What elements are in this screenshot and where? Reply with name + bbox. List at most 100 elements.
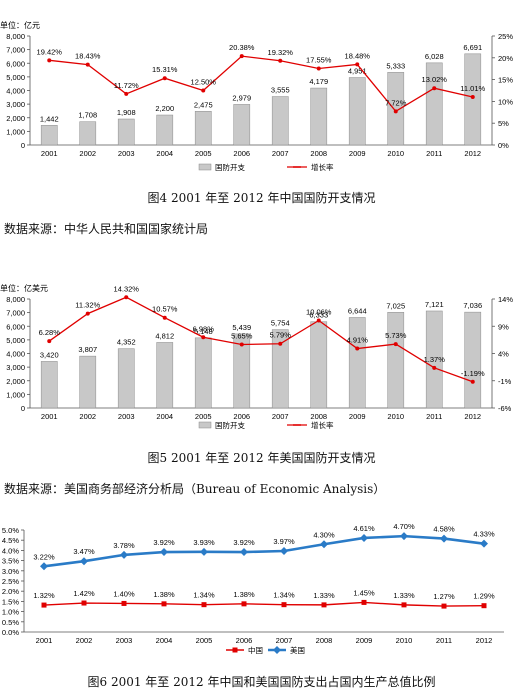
us-defense-chart: 单位：亿美元 0 1,000 2,000 3,000 4,000 5,000 6,000 7,0…: [0, 283, 513, 430]
unit-label: 单位：亿元: [0, 20, 40, 30]
bar: [194, 337, 212, 409]
y-tick-label: 2,000: [6, 377, 25, 386]
x-tick-label: 2001: [41, 149, 58, 158]
x-tick-label: 2012: [464, 149, 481, 158]
x-tick-label: 2001: [41, 412, 58, 421]
y-tick-label: 0.0%: [2, 628, 19, 637]
y-tick-label: 4,000: [6, 350, 25, 359]
growth-rate-point: [355, 346, 360, 351]
series-point-usa: [120, 550, 128, 559]
growth-rate-label: 6.98%: [193, 324, 215, 333]
bar: [348, 317, 366, 409]
bar-value-label: 5,754: [271, 319, 290, 328]
growth-rate-point: [432, 365, 437, 370]
bar: [387, 72, 405, 146]
growth-rate-point: [316, 66, 321, 71]
growth-rate-point: [201, 88, 206, 93]
x-tick-label: 2005: [195, 412, 212, 421]
x-tick-label: 2004: [156, 412, 173, 421]
y2-tick-label: 20%: [498, 54, 513, 63]
series-value-label: 1.33%: [313, 591, 335, 600]
x-tick-label: 2004: [156, 636, 173, 645]
series-value-label: 1.27%: [433, 592, 455, 601]
bar: [464, 311, 482, 409]
x-tick-label: 2003: [116, 636, 133, 645]
growth-rate-label: 17.55%: [306, 55, 332, 64]
y-tick-label: 5,000: [6, 73, 25, 82]
series-point-china: [401, 602, 407, 608]
y-tick-label: 6,000: [6, 322, 25, 331]
x-tick-label: 2006: [233, 149, 250, 158]
growth-rate-point: [393, 109, 398, 114]
growth-rate-label: 20.38%: [229, 43, 255, 52]
y-tick-label: 8,000: [6, 295, 25, 304]
y2-tick-label: -1%: [498, 377, 512, 386]
x-tick-label: 2006: [233, 412, 250, 421]
bar-value-label: 6,028: [425, 52, 444, 61]
x-tick-label: 2002: [76, 636, 93, 645]
growth-rate-point: [201, 335, 206, 340]
series-value-label: 3.22%: [33, 552, 55, 561]
series-point-china: [41, 602, 47, 608]
legend-swatch-bar: [198, 163, 212, 171]
y-tick-label: 7,000: [6, 46, 25, 55]
bar-value-label: 6,333: [309, 311, 328, 320]
bar: [310, 321, 328, 409]
growth-rate-point: [47, 58, 52, 63]
bar: [464, 53, 482, 146]
growth-rate-point: [85, 311, 90, 316]
series-value-label: 1.32%: [33, 591, 55, 600]
series-point-china: [201, 602, 207, 608]
series-value-label: 3.93%: [193, 538, 215, 547]
series-point-china: [441, 603, 447, 609]
legend-label-line: 增长率: [311, 162, 334, 172]
growth-rate-label: 10.57%: [152, 305, 178, 314]
x-tick-label: 2003: [118, 149, 135, 158]
series-point-china: [361, 599, 367, 605]
x-tick-label: 2007: [272, 412, 289, 421]
series-point-usa: [160, 548, 168, 557]
x-tick-label: 2010: [396, 636, 413, 645]
x-tick-label: 2005: [196, 636, 213, 645]
y2-tick-label: 9%: [498, 322, 509, 331]
x-tick-label: 2007: [276, 636, 293, 645]
bar: [117, 348, 135, 409]
growth-rate-label: 5.79%: [270, 331, 292, 340]
growth-rate-point: [47, 339, 52, 344]
series-point-usa: [40, 562, 48, 571]
bar-value-label: 5,148: [194, 327, 213, 336]
y-tick-label: 1,000: [6, 127, 25, 136]
unit-label: 单位：亿美元: [0, 283, 48, 293]
bar-value-label: 4,951: [348, 67, 367, 76]
growth-rate-point: [124, 295, 129, 300]
y-tick-label: 6,000: [6, 59, 25, 68]
x-tick-label: 2009: [356, 636, 373, 645]
x-tick-label: 2002: [79, 412, 96, 421]
x-tick-label: 2009: [349, 149, 366, 158]
growth-rate-label: 11.01%: [460, 84, 485, 93]
series-value-label: 3.97%: [273, 537, 295, 546]
growth-rate-line: [48, 296, 473, 383]
growth-rate-label: 14.32%: [114, 284, 140, 293]
x-tick-label: 2011: [426, 412, 442, 421]
growth-rate-point: [124, 91, 129, 96]
series-point-china: [281, 602, 287, 608]
y-tick-label: 0: [21, 404, 25, 413]
legend-label-usa: 美国: [290, 645, 305, 655]
series-point-usa: [280, 547, 288, 556]
fig5-source: 数据来源：美国商务部经济分析局（Bureau of Economic Analy…: [4, 482, 386, 496]
y-tick-label: 0: [21, 141, 25, 150]
series-value-label: 1.29%: [473, 592, 495, 601]
bar-value-label: 7,121: [425, 300, 444, 309]
growth-rate-label: 7.72%: [385, 98, 407, 107]
growth-rate-label: 18.48%: [345, 51, 371, 60]
growth-rate-point: [85, 62, 90, 67]
series-value-label: 1.34%: [273, 591, 295, 600]
series-point-usa: [480, 539, 488, 548]
bar-value-label: 1,908: [117, 108, 136, 117]
legend-label-bar: 国防开支: [215, 162, 245, 172]
series-value-label: 3.47%: [73, 547, 95, 556]
series-value-label: 1.33%: [393, 591, 415, 600]
gdp-ratio-chart: 0.0%0.5%1.0% 1.5%2.0%2.5%3.0%3.5% 4.0%4.5%…: [2, 522, 504, 655]
x-tick-label: 2011: [426, 149, 442, 158]
